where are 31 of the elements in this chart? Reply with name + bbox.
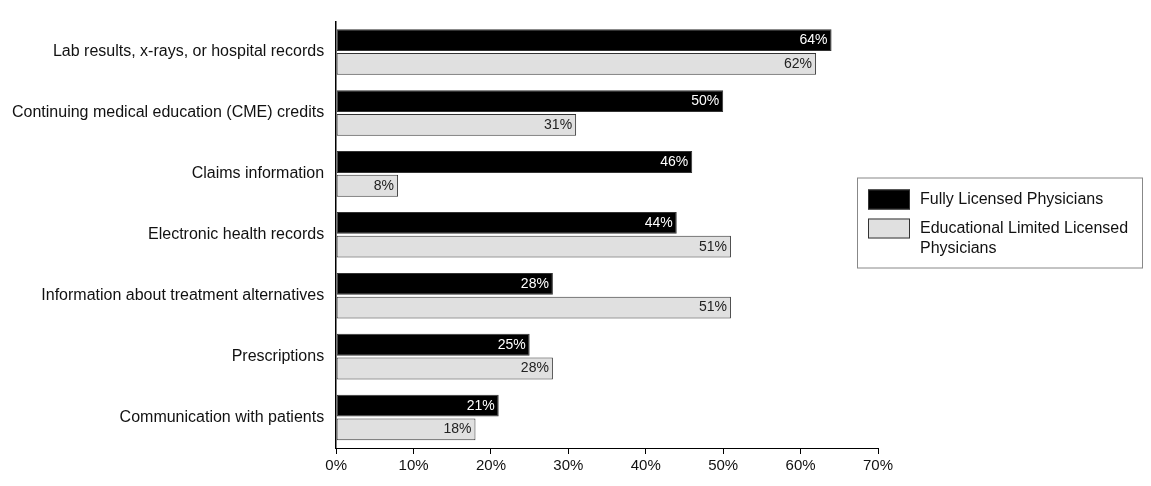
x-tick-label: 10% xyxy=(398,456,429,474)
y-tick-label: Electronic health records xyxy=(148,225,325,243)
data-label: 62% xyxy=(784,54,813,71)
y-tick-label: Claims information xyxy=(191,164,325,182)
data-label: 21% xyxy=(466,396,495,413)
legend-label: Fully Licensed Physicians xyxy=(920,188,1104,209)
data-label: 25% xyxy=(497,335,526,352)
data-label: 51% xyxy=(698,298,727,315)
x-tick-label: 30% xyxy=(553,456,584,474)
y-tick-label: Communication with patients xyxy=(119,407,325,425)
y-tick-label: Information about treatment alternatives xyxy=(41,286,325,304)
legend-label: Educational Limited Licensed Physicians xyxy=(920,217,1130,258)
x-tick-label: 70% xyxy=(862,456,894,474)
y-tick-label: Prescriptions xyxy=(231,347,325,365)
data-label: 18% xyxy=(443,420,472,437)
y-tick-label: Continuing medical education (CME) credits xyxy=(12,103,325,121)
data-label: 44% xyxy=(644,213,673,230)
data-label: 8% xyxy=(373,176,395,193)
data-label: 50% xyxy=(691,91,720,108)
data-label: 28% xyxy=(520,359,549,376)
x-tick-label: 50% xyxy=(708,456,739,474)
data-label: 46% xyxy=(660,152,689,169)
x-tick-label: 20% xyxy=(475,456,506,474)
data-label: 31% xyxy=(544,115,573,132)
data-label: 64% xyxy=(799,31,828,48)
x-tick-label: 60% xyxy=(785,456,816,474)
x-tick-label: 0% xyxy=(325,456,347,474)
data-label: 51% xyxy=(698,237,727,254)
x-tick-label: 40% xyxy=(630,456,661,474)
y-tick-label: Lab results, x-rays, or hospital records xyxy=(52,42,325,60)
data-label: 28% xyxy=(520,274,549,291)
